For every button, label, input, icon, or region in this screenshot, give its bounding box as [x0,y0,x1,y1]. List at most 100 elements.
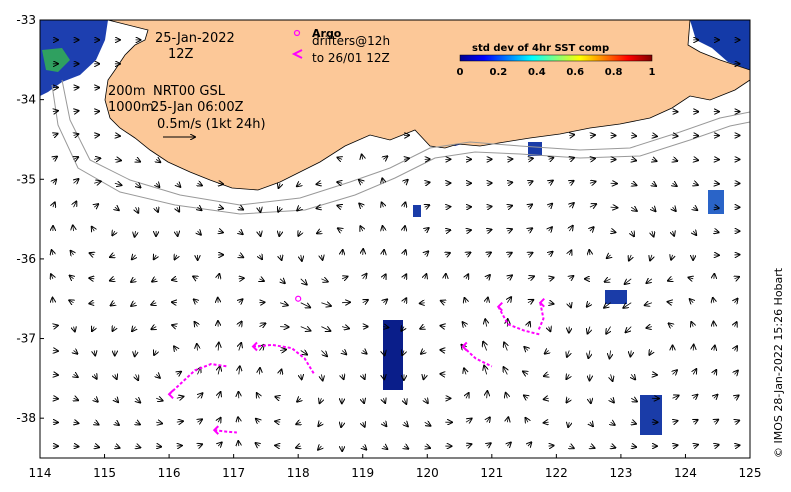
current-vector [588,350,590,358]
current-vector [549,278,554,279]
current-vector [320,398,322,403]
current-vector [589,250,590,255]
current-vector [507,275,512,278]
current-vector [383,299,387,302]
current-vector [714,274,715,279]
current-vector [94,422,98,424]
current-vector [156,422,162,423]
current-vector [156,398,162,400]
current-vector [672,395,679,398]
current-vector [74,157,79,159]
current-vector [382,178,383,183]
drifter-track [168,363,228,396]
current-vector [404,422,408,426]
product-time-label: 25-Jan 06:00Z [151,100,244,115]
current-vector [421,350,425,353]
current-vector [466,253,470,255]
current-vector [275,421,280,422]
current-vector [383,446,387,449]
x-tick-label: 117 [222,466,245,480]
colorbar-ticks: 0 0.2 0.4 0.6 0.8 1 [457,67,656,78]
current-vector [504,367,508,375]
current-vector [218,231,223,232]
current-vector [301,374,302,379]
current-vector [175,255,177,259]
current-vector [239,366,240,375]
sst-patch-south [640,395,662,435]
current-vector [114,183,122,185]
x-tick-label: 115 [93,466,116,480]
current-vector [74,422,79,423]
current-vector [280,327,289,328]
current-vector [404,226,405,231]
current-vector [567,350,569,356]
current-vector [177,231,178,236]
current-vector [487,275,490,279]
current-vector [735,420,740,422]
current-vector [363,374,365,379]
current-vector [631,446,636,447]
y-tick-label: -36 [16,252,36,266]
current-vector [423,374,424,379]
current-vector [507,229,512,231]
current-vector [445,253,450,255]
current-vector [673,159,678,161]
current-vector [259,207,260,212]
current-vector [652,159,657,161]
current-vector [714,370,716,374]
current-vector [74,179,79,183]
current-vector [487,252,491,255]
current-vector [735,445,740,446]
colorbar-tick-label: 0.6 [566,67,584,78]
current-vector [425,251,429,255]
current-vector [714,420,718,422]
current-vector [112,231,115,235]
current-vector [136,159,141,161]
current-vector [588,326,590,334]
current-vector [673,370,677,374]
current-vector [154,350,156,355]
current-vector [487,443,491,446]
current-vector [317,207,322,208]
current-vector [528,322,530,327]
current-vector [425,182,430,183]
current-vector [94,350,95,355]
current-vector [238,441,239,446]
current-vector [673,421,678,422]
current-vector [74,134,79,135]
current-vector [239,207,243,209]
current-vector [668,279,673,281]
current-vector [424,422,431,426]
current-vector [402,350,404,355]
current-vector [197,207,201,210]
sst-patch-ne [690,20,750,70]
current-vector [280,279,285,283]
current-vector [673,135,678,136]
current-vector [549,181,553,184]
current-vector [466,274,468,278]
current-vector [238,417,239,422]
current-vector [631,231,634,236]
current-vector [569,446,574,448]
current-vector [363,446,367,450]
current-vector [275,445,280,446]
colorbar-tick-label: 1 [649,67,656,78]
x-axis: 114 115 116 117 118 119 120 121 122 123 124 125 [29,454,761,480]
current-vector [172,302,177,303]
drifter-track [252,343,316,375]
current-vector [383,327,388,328]
current-vector [218,443,222,447]
current-vector [549,158,554,160]
current-vector [420,327,424,329]
current-vector [172,325,177,327]
current-vector [611,231,616,232]
current-vector [74,446,79,447]
current-vector [363,350,367,353]
current-vector [440,350,445,351]
current-vector [528,253,532,255]
current-vector [693,159,698,160]
current-vector [523,371,528,374]
current-vector [693,395,697,399]
current-vector [544,422,549,423]
current-vector [487,230,492,231]
